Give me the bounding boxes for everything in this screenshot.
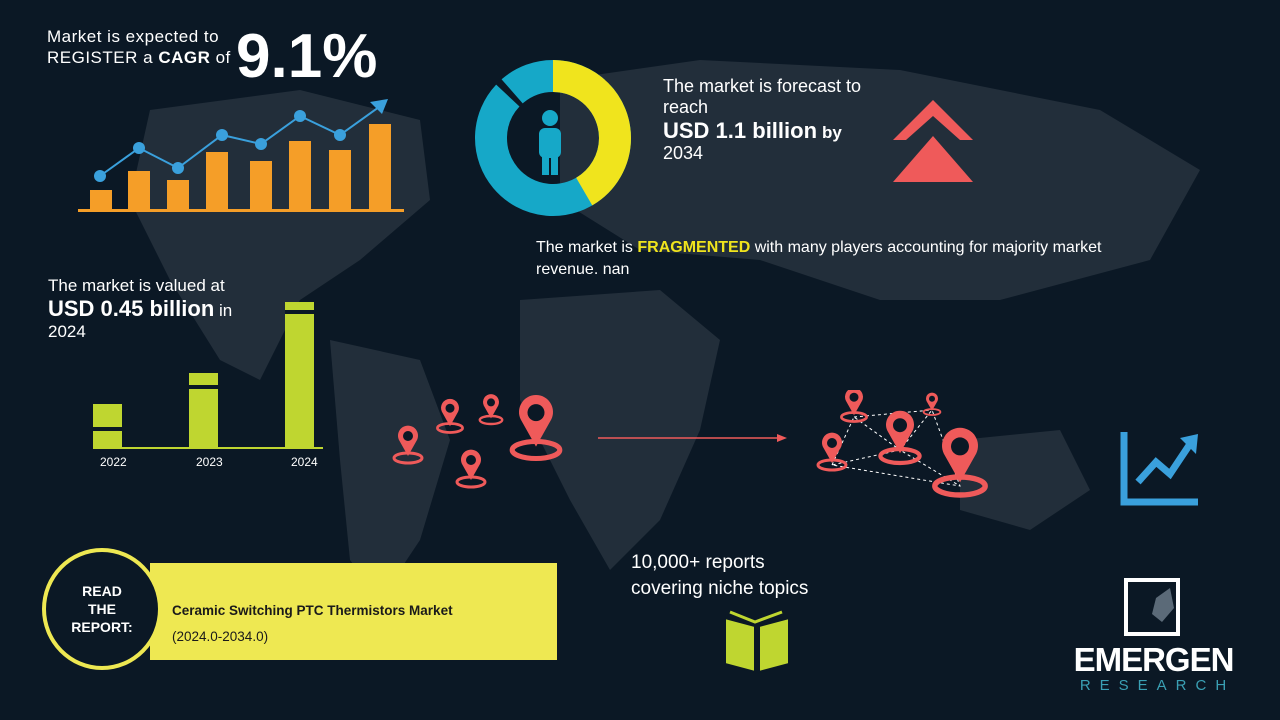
open-book-icon — [724, 610, 790, 674]
reports-line2: covering niche topics — [631, 578, 809, 599]
valued-in: in — [219, 301, 233, 320]
year-bar-2022 — [93, 404, 122, 448]
fragmented-line2: revenue. nan — [536, 261, 630, 278]
forecast-line1: The market is forecast to — [663, 76, 862, 96]
fragmented-text: The market is FRAGMENTED with many playe… — [536, 237, 1102, 281]
forecast-by: by — [822, 123, 842, 142]
year-bar-2023 — [189, 373, 218, 448]
cagr-text: Market is expected to REGISTER a CAGR of — [47, 26, 231, 68]
growth-bar — [206, 152, 228, 210]
emergen-logo-icon — [1124, 578, 1180, 636]
year-label: 2022 — [100, 455, 127, 469]
the-label: THE — [88, 601, 116, 617]
cagr-bold: CAGR — [158, 48, 211, 67]
read-label: READ — [82, 583, 122, 599]
forecast-value: USD 1.1 billion — [663, 118, 818, 143]
growth-chart-icon — [78, 99, 404, 212]
forecast-text: The market is forecast to reach USD 1.1 … — [663, 76, 861, 164]
fragmented-highlight: FRAGMENTED — [637, 239, 751, 256]
double-chevron-up-icon — [893, 100, 973, 182]
growth-bar — [250, 161, 272, 210]
year-label: 2024 — [291, 455, 318, 469]
growth-bar — [369, 124, 391, 210]
logo-sub: RESEARCH — [1079, 677, 1236, 694]
reports-line1: 10,000+ reports — [631, 552, 765, 573]
growth-bar — [289, 141, 311, 210]
valued-year: 2024 — [48, 322, 86, 341]
report-label: REPORT: — [71, 619, 133, 635]
cagr-line2-pre: REGISTER a — [47, 48, 159, 67]
year-bar-2024 — [285, 302, 314, 448]
fragmented-pre: The market is — [536, 239, 638, 256]
forecast-year: 2034 — [663, 143, 704, 163]
year-label: 2023 — [196, 455, 223, 469]
location-pin-icon — [392, 390, 1000, 505]
growth-bar — [128, 171, 150, 210]
report-period: (2024.0-2034.0) — [172, 629, 269, 644]
fragmented-post: with many players accounting for majorit… — [750, 239, 1102, 256]
read-report-circle[interactable]: READ THE REPORT: — [42, 548, 162, 670]
cagr-line2-post: of — [210, 48, 231, 67]
cagr-value: 9.1% — [236, 22, 378, 91]
reports-text: 10,000+ reports covering niche topics — [631, 550, 808, 602]
growth-bar — [90, 190, 112, 210]
report-title[interactable]: Ceramic Switching PTC Thermistors Market — [172, 603, 453, 618]
logo-name: EMERGEN — [1073, 641, 1235, 678]
emergen-logo: EMERGEN RESEARCH — [1066, 578, 1241, 694]
report-banner[interactable]: Ceramic Switching PTC Thermistors Market… — [150, 563, 557, 660]
donut-person-icon — [475, 60, 632, 216]
forecast-line2: reach — [663, 97, 709, 117]
trend-up-icon — [1120, 432, 1198, 506]
cagr-line1: Market is expected to — [47, 27, 220, 46]
valued-value: USD 0.45 billion — [48, 296, 215, 321]
growth-bar — [329, 150, 351, 210]
growth-bar — [167, 180, 189, 210]
valued-line1: The market is valued at — [48, 276, 225, 295]
year-bars — [93, 302, 323, 449]
valued-text: The market is valued at USD 0.45 billion… — [48, 275, 232, 342]
